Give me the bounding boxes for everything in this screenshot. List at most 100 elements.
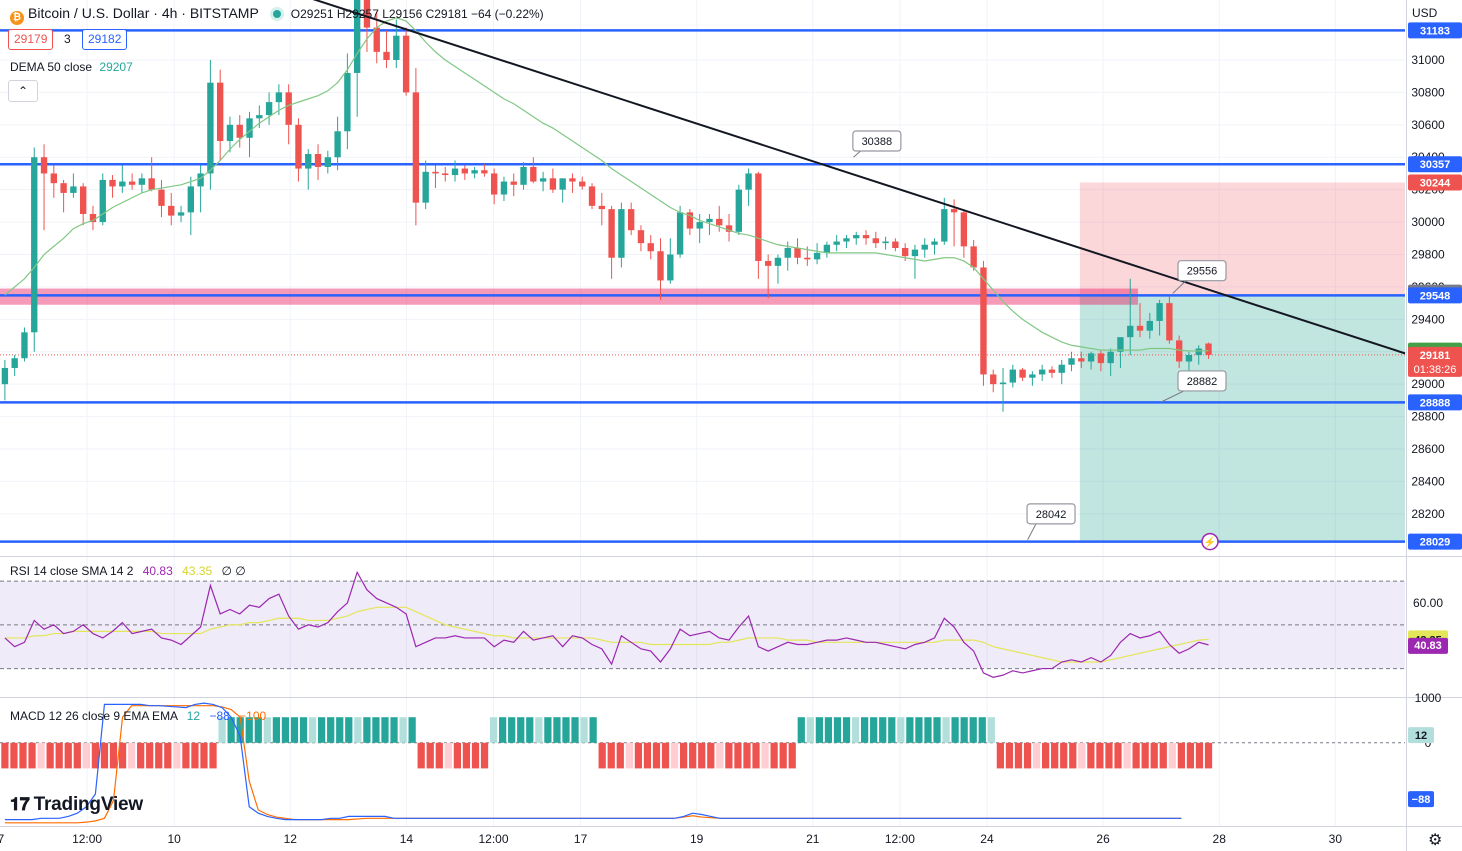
candle-body	[608, 209, 615, 258]
candle-body	[1166, 303, 1173, 341]
candle-body	[481, 170, 488, 174]
macd-histogram-bar	[336, 717, 344, 743]
price-axis-tick: 30000	[1411, 215, 1445, 229]
macd-histogram-bar	[1114, 742, 1122, 769]
price-label-badge	[1408, 533, 1462, 550]
macd-histogram-bar	[318, 717, 326, 743]
settings-gear-icon[interactable]: ⚙	[1428, 832, 1443, 849]
macd-histogram-bar	[462, 742, 471, 769]
candle-body	[1205, 343, 1212, 355]
candle-body	[1058, 364, 1065, 373]
macd-histogram-bar	[209, 742, 217, 769]
macd-histogram-bar	[91, 742, 100, 769]
macd-histogram-bar	[788, 742, 796, 769]
macd-histogram-bar	[182, 742, 190, 769]
macd-histogram-bar	[571, 717, 579, 743]
candle-body	[197, 173, 204, 187]
macd-histogram-bar	[526, 717, 534, 743]
macd-legend[interactable]: MACD 12 26 close 9 EMA EMA 12 −88 −100	[10, 709, 266, 723]
candle-body	[901, 248, 909, 257]
trend-line	[312, 0, 1406, 355]
macd-histogram-bar	[46, 742, 54, 769]
candle-body	[1107, 351, 1114, 364]
dema-legend[interactable]: DEMA 50 close 29207	[10, 60, 133, 74]
macd-histogram-bar	[815, 717, 823, 743]
price-axis-tick: 29800	[1411, 247, 1445, 261]
candle-body	[256, 115, 263, 119]
candle-body	[207, 82, 214, 174]
candle-body	[647, 243, 654, 252]
macd-histogram-bar	[408, 717, 416, 743]
macd-histogram-bar	[1060, 742, 1068, 769]
macd-histogram-bar	[1042, 742, 1050, 769]
callout-box	[1177, 370, 1227, 392]
candle-body	[980, 267, 987, 375]
rsi-value-text: 40.83	[1414, 640, 1442, 652]
price-axis-tick: 28800	[1411, 410, 1445, 424]
macd-histogram-bar	[1078, 742, 1086, 769]
live-status-icon	[272, 10, 281, 18]
macd-histogram-bar	[1069, 742, 1077, 769]
candle-body	[569, 178, 576, 182]
macd-histogram-bar	[444, 742, 452, 769]
price-label-text: 29548	[1420, 290, 1451, 302]
candle-body	[138, 178, 146, 185]
macd-histogram-bar	[960, 717, 968, 743]
dema-value: 29207	[99, 60, 133, 74]
candle-body	[735, 189, 742, 232]
candle-body	[79, 186, 87, 214]
macd-histogram-bar	[417, 742, 425, 769]
price-label-text: 31183	[1420, 25, 1450, 37]
macd-histogram-bar	[716, 742, 724, 769]
macd-histogram-bar	[698, 742, 706, 769]
candle-body	[784, 248, 791, 258]
macd-histogram-bar	[851, 717, 860, 743]
rsi-legend[interactable]: RSI 14 close SMA 14 2 40.83 43.35 ∅ ∅	[10, 564, 246, 578]
time-axis-tick: 26	[1096, 832, 1110, 846]
price-axis-tick: 28400	[1411, 474, 1445, 488]
callout-box	[1177, 260, 1227, 282]
candle-body	[804, 257, 811, 260]
macd-histogram-bar	[607, 742, 615, 769]
candle-body	[618, 209, 625, 258]
macd-histogram-bar	[37, 742, 45, 769]
macd-histogram-bar	[589, 717, 597, 743]
collapse-legend-button[interactable]: ⌃	[8, 80, 38, 102]
symbol-title: Bitcoin / U.S. Dollar · 4h · BITSTAMP	[28, 5, 259, 21]
macd-histogram-bar	[164, 742, 172, 769]
macd-histogram-bar	[888, 717, 896, 743]
macd-histogram-bar	[200, 742, 208, 769]
macd-histogram-bar	[272, 717, 281, 743]
dema-label: DEMA 50 close	[10, 60, 93, 74]
symbol-legend: ₿ Bitcoin / U.S. Dollar · 4h · BITSTAMP O2…	[10, 5, 544, 25]
macd-histogram-bar	[1132, 742, 1140, 769]
callout-text: 30388	[862, 136, 893, 148]
macd-histogram-bar	[752, 742, 760, 769]
candle-body	[402, 35, 410, 93]
currency-selector[interactable]: USD	[1412, 6, 1438, 20]
candle-body	[1175, 340, 1183, 362]
candle-body	[70, 186, 77, 193]
macd-histogram-bar	[598, 742, 606, 769]
buy-price-button[interactable]: 29182	[82, 29, 128, 50]
rsi-line	[4, 570, 1209, 678]
macd-histogram-bar	[245, 717, 253, 743]
macd-histogram-bar	[951, 717, 959, 743]
time-axis-tick: 24	[980, 832, 994, 846]
candle-body	[442, 173, 449, 176]
tradingview-logo: 𝟏𝟕 TradingView	[10, 794, 143, 816]
candle-body	[696, 222, 703, 229]
macd-histogram-bar	[987, 717, 995, 743]
macd-histogram-bar	[155, 742, 163, 769]
rsi-value: 40.83	[142, 564, 173, 578]
macd-histogram-bar	[453, 742, 462, 769]
sell-price-button[interactable]: 29179	[8, 29, 54, 50]
time-axis-tick: 7	[0, 832, 5, 846]
alert-icon	[1201, 532, 1219, 551]
candle-body	[520, 166, 527, 185]
candle-body	[755, 173, 762, 261]
bitcoin-icon: ₿	[10, 11, 24, 25]
candle-body	[774, 257, 782, 266]
candle-body	[725, 225, 733, 232]
